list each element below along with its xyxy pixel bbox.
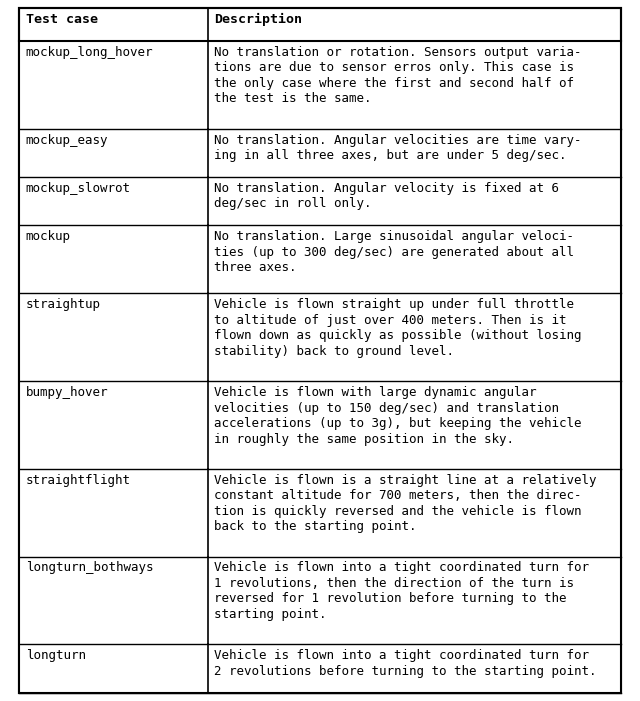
Text: longturn_bothways: longturn_bothways [26, 562, 153, 575]
Text: Vehicle is flown into a tight coordinated turn for
1 revolutions, then the direc: Vehicle is flown into a tight coordinate… [214, 562, 589, 621]
Text: No translation. Angular velocity is fixed at 6
deg/sec in roll only.: No translation. Angular velocity is fixe… [214, 182, 559, 210]
Text: mockup_easy: mockup_easy [26, 134, 108, 147]
Text: Test case: Test case [26, 13, 97, 27]
Bar [19, 644, 621, 693]
Text: Vehicle is flown straight up under full throttle
to altitude of just over 400 me: Vehicle is flown straight up under full … [214, 299, 581, 358]
Text: Vehicle is flown into a tight coordinated turn for
2 revolutions before turning : Vehicle is flown into a tight coordinate… [214, 649, 596, 678]
Bar [19, 294, 621, 381]
Text: longturn: longturn [26, 649, 86, 662]
Bar [19, 177, 621, 226]
Bar [19, 129, 621, 177]
Text: bumpy_hover: bumpy_hover [26, 386, 108, 399]
Text: straightup: straightup [26, 299, 100, 311]
Bar [19, 557, 621, 644]
Text: No translation or rotation. Sensors output varia-
tions are due to sensor erros : No translation or rotation. Sensors outp… [214, 46, 581, 105]
Text: mockup_long_hover: mockup_long_hover [26, 46, 153, 59]
Text: No translation. Angular velocities are time vary-
ing in all three axes, but are: No translation. Angular velocities are t… [214, 134, 581, 162]
Bar [19, 469, 621, 557]
Text: Description: Description [214, 13, 302, 27]
Bar [19, 41, 621, 129]
Bar [19, 381, 621, 469]
Text: Vehicle is flown is a straight line at a relatively
constant altitude for 700 me: Vehicle is flown is a straight line at a… [214, 474, 596, 533]
Text: mockup_slowrot: mockup_slowrot [26, 182, 131, 195]
Text: Vehicle is flown with large dynamic angular
velocities (up to 150 deg/sec) and t: Vehicle is flown with large dynamic angu… [214, 386, 581, 446]
Text: mockup: mockup [26, 231, 70, 243]
Text: straightflight: straightflight [26, 474, 131, 486]
Bar [19, 226, 621, 294]
Text: No translation. Large sinusoidal angular veloci-
ties (up to 300 deg/sec) are ge: No translation. Large sinusoidal angular… [214, 231, 574, 274]
